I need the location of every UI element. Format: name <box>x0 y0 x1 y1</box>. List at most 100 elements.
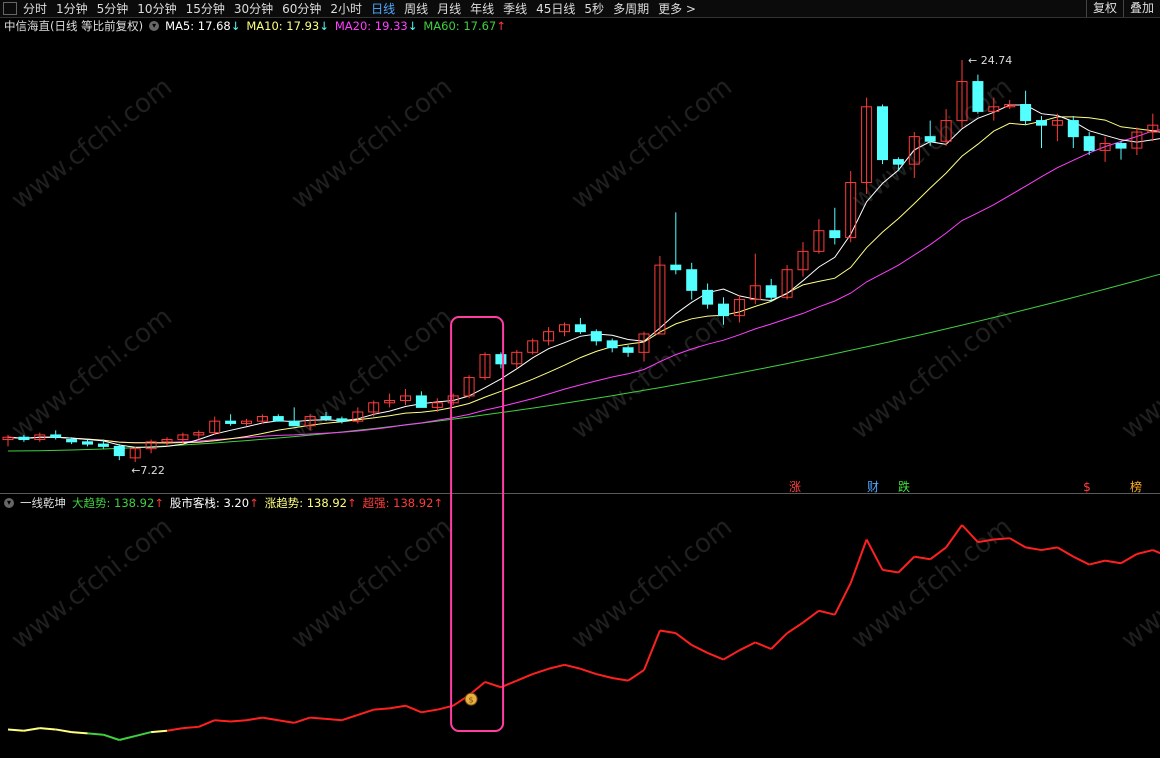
tab-period-13[interactable]: 45日线 <box>536 1 576 16</box>
candle-body[interactable] <box>400 395 411 402</box>
candle-body[interactable] <box>1004 104 1016 108</box>
event-marker-4[interactable]: 榜 <box>1130 479 1142 494</box>
candle-body[interactable] <box>1036 120 1047 126</box>
candle-body[interactable] <box>66 439 78 443</box>
tab-period-16[interactable]: 更多 > <box>658 1 696 16</box>
candle-body[interactable] <box>495 354 507 365</box>
tab-period-3[interactable]: 10分钟 <box>137 1 177 16</box>
candle-body[interactable] <box>463 377 475 397</box>
candle-body[interactable] <box>845 182 857 239</box>
overlay-button[interactable]: 叠加 <box>1122 0 1160 17</box>
candle-body[interactable] <box>225 420 237 424</box>
tab-period-4[interactable]: 15分钟 <box>185 1 225 16</box>
candle-body[interactable] <box>988 106 1000 112</box>
candle-body[interactable] <box>1051 120 1063 126</box>
candle-body[interactable] <box>1020 104 1032 122</box>
candle-body[interactable] <box>718 303 729 317</box>
candle-body[interactable] <box>956 81 968 122</box>
candle-body[interactable] <box>113 445 125 457</box>
candle-body[interactable] <box>384 400 396 404</box>
candle-body[interactable] <box>749 285 761 301</box>
candle-body[interactable] <box>813 230 825 252</box>
candle-body[interactable] <box>447 395 459 404</box>
toolbar-toggle-box[interactable] <box>3 2 17 15</box>
candle-body[interactable] <box>1115 143 1127 149</box>
candle-body[interactable] <box>765 285 777 298</box>
tab-period-1[interactable]: 1分钟 <box>56 1 88 16</box>
candle-body[interactable] <box>1083 136 1095 151</box>
candle-body[interactable] <box>559 324 570 333</box>
candle-body[interactable] <box>1099 143 1111 151</box>
candle-body[interactable] <box>972 81 984 112</box>
candle-body[interactable] <box>82 441 93 445</box>
candle-body[interactable] <box>177 434 189 441</box>
candle-body[interactable] <box>861 106 873 184</box>
restore-rights-button[interactable]: 复权 <box>1085 0 1123 17</box>
candle-body[interactable] <box>1067 120 1079 138</box>
candle-body[interactable] <box>797 250 809 271</box>
candle-body[interactable] <box>431 402 443 408</box>
candle-body[interactable] <box>543 331 555 342</box>
candle-body[interactable] <box>511 351 523 365</box>
candle-body[interactable] <box>272 416 284 422</box>
tab-period-7[interactable]: 2小时 <box>330 1 363 16</box>
candle-body[interactable] <box>34 434 46 441</box>
candle-body[interactable] <box>574 324 586 333</box>
candle-body[interactable] <box>622 347 634 353</box>
candle-body[interactable] <box>702 289 714 305</box>
tab-period-2[interactable]: 5分钟 <box>96 1 129 16</box>
tab-period-14[interactable]: 5秒 <box>584 1 605 16</box>
candle-body[interactable] <box>940 120 952 142</box>
tab-period-0[interactable]: 分时 <box>23 1 48 16</box>
candle-body[interactable] <box>654 264 666 335</box>
candle-body[interactable] <box>288 420 300 427</box>
tab-period-12[interactable]: 季线 <box>503 1 528 16</box>
candle-body[interactable] <box>415 395 427 408</box>
event-marker-2[interactable]: 跌 <box>898 479 910 494</box>
candle-body[interactable] <box>352 411 364 422</box>
tab-period-9[interactable]: 周线 <box>404 1 429 16</box>
candle-body[interactable] <box>320 416 332 420</box>
candle-body[interactable] <box>479 354 491 379</box>
candle-body[interactable] <box>97 443 109 447</box>
candle-body[interactable] <box>304 416 316 427</box>
tab-period-11[interactable]: 年线 <box>470 1 495 16</box>
candle-body[interactable] <box>670 264 682 271</box>
candle-body[interactable] <box>590 331 602 342</box>
candle-body[interactable] <box>161 439 173 443</box>
tab-period-8[interactable]: 日线 <box>371 1 396 16</box>
candle-body[interactable] <box>829 230 841 239</box>
candle-body[interactable] <box>781 269 793 298</box>
candle-body[interactable] <box>256 416 268 422</box>
candle-body[interactable] <box>606 340 618 349</box>
candle-body[interactable] <box>50 434 62 438</box>
settings-circle-icon[interactable]: ▾ <box>149 21 160 31</box>
candle-body[interactable] <box>877 106 888 161</box>
tab-period-15[interactable]: 多周期 <box>613 1 650 16</box>
event-marker-0[interactable]: 涨 <box>789 479 801 494</box>
tab-period-6[interactable]: 60分钟 <box>282 1 322 16</box>
candle-body[interactable] <box>908 136 920 165</box>
candle-body[interactable] <box>892 159 904 165</box>
event-marker-3[interactable]: $ <box>1083 480 1091 494</box>
candle-body[interactable] <box>145 441 157 450</box>
candle-body[interactable] <box>129 448 141 459</box>
candle-body[interactable] <box>336 418 348 422</box>
candle-body[interactable] <box>527 340 539 353</box>
candle-body[interactable] <box>924 136 936 142</box>
candle-body[interactable] <box>686 269 698 291</box>
candle-body[interactable] <box>638 333 650 353</box>
candle-body[interactable] <box>1131 131 1143 149</box>
candle-body[interactable] <box>1147 124 1159 133</box>
settings-circle-icon[interactable]: ▾ <box>4 498 14 508</box>
candle-body[interactable] <box>18 436 30 441</box>
candle-body[interactable] <box>733 299 745 317</box>
candle-body[interactable] <box>193 432 205 436</box>
event-marker-1[interactable]: 财 <box>867 480 879 494</box>
tab-period-5[interactable]: 30分钟 <box>233 1 274 16</box>
candle-body[interactable] <box>368 402 380 413</box>
tab-period-10[interactable]: 月线 <box>437 1 462 16</box>
candle-body[interactable] <box>209 420 221 434</box>
candle-body[interactable] <box>2 436 14 441</box>
